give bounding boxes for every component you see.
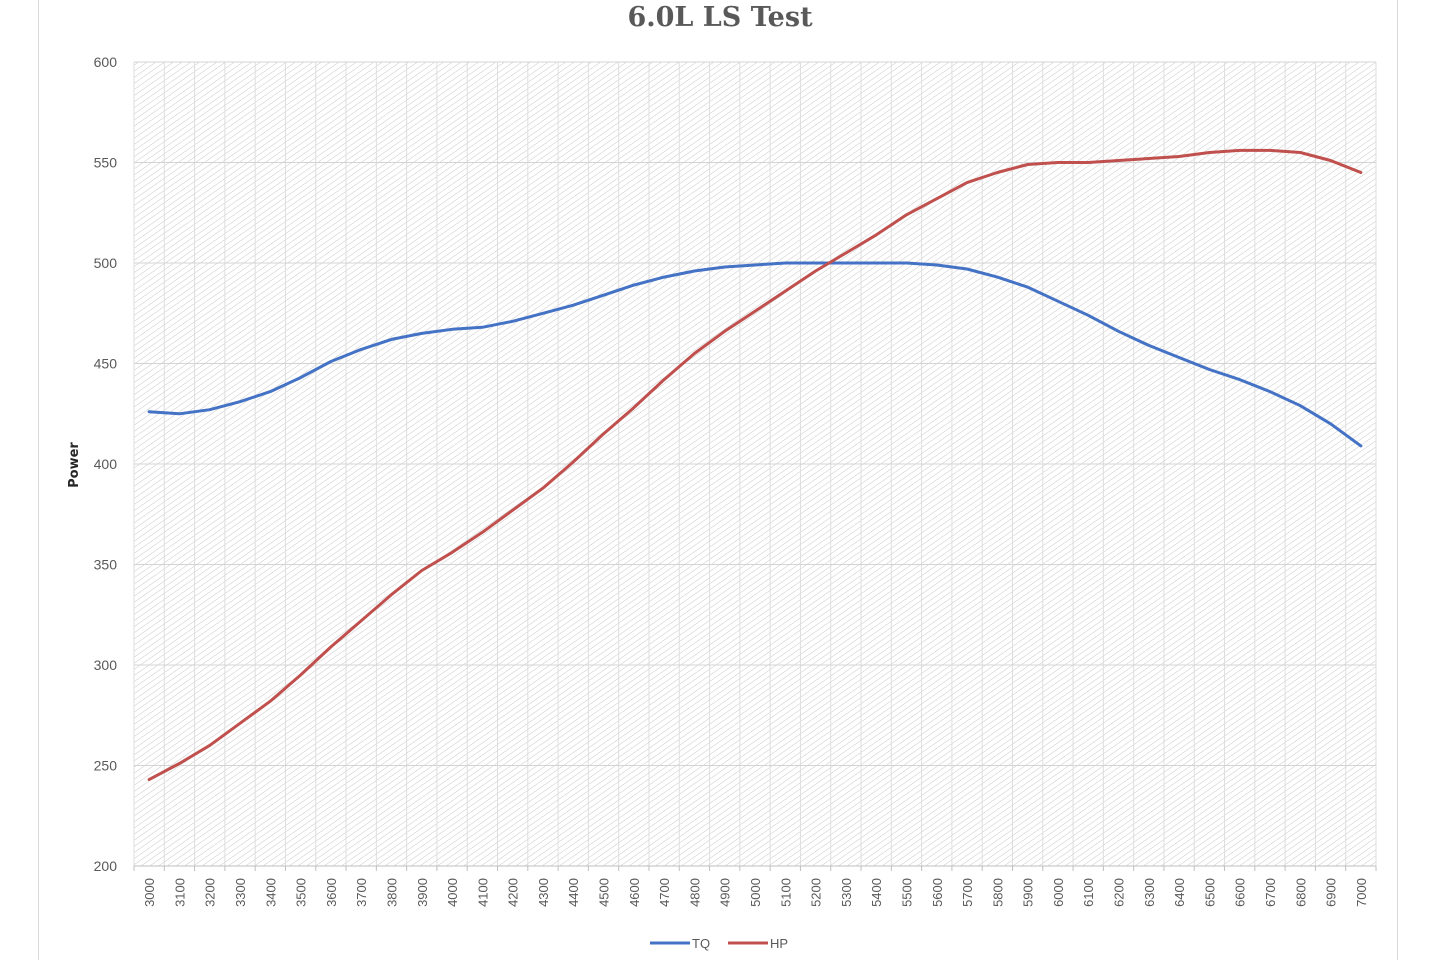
x-tick-label: 3700 (354, 878, 369, 907)
x-tick-label: 4200 (506, 878, 521, 907)
x-tick-label: 5800 (990, 878, 1005, 907)
x-tick-label: 5400 (869, 878, 884, 907)
x-tick-label: 5600 (930, 878, 945, 907)
x-tick-label: 6900 (1324, 878, 1339, 907)
x-tick-label: 5500 (899, 878, 914, 907)
x-axis: 3000 3100 3200 3300 3400 3500 3600 3700 3800 3900… (133, 865, 1377, 907)
x-tick-label: 3300 (233, 878, 248, 907)
gridlines (133, 61, 1377, 867)
series-line-hp (147, 148, 1363, 782)
x-tick-label: 3000 (142, 878, 157, 907)
legend-label-hp: HP (770, 936, 788, 951)
x-tick-label: 5100 (778, 878, 793, 907)
series-line-tq (147, 261, 1363, 448)
x-tick-label: 4600 (627, 878, 642, 907)
x-tick-label: 4400 (566, 878, 581, 907)
x-tick-label: 6200 (1112, 878, 1127, 907)
y-tick-label: 600 (94, 54, 118, 70)
x-tick-label: 3800 (384, 878, 399, 907)
y-tick-label: 550 (94, 155, 118, 171)
x-tick-label: 6700 (1263, 878, 1278, 907)
x-tick-label: 6000 (1051, 878, 1066, 907)
x-tick-label: 3600 (324, 878, 339, 907)
y-tick-label: 400 (94, 456, 118, 472)
x-tick-label: 3100 (172, 878, 187, 907)
y-axis: 200 250 300 350 400 450 500 550 600 (94, 54, 118, 874)
x-tick-label: 6500 (1202, 878, 1217, 907)
series-lines (147, 148, 1363, 782)
y-tick-label: 200 (94, 858, 118, 874)
x-tick-label: 5700 (960, 878, 975, 907)
x-tick-label: 3400 (263, 878, 278, 907)
x-tick-label: 4800 (687, 878, 702, 907)
x-tick-label: 5200 (809, 878, 824, 907)
x-tick-label: 5000 (748, 878, 763, 907)
x-tick-label: 6400 (1172, 878, 1187, 907)
y-tick-label: 350 (94, 557, 118, 573)
x-tick-label: 3900 (415, 878, 430, 907)
x-tick-label: 3500 (294, 878, 309, 907)
y-axis-label: Power (67, 442, 82, 488)
x-tick-label: 5900 (1021, 878, 1036, 907)
x-tick-label: 6600 (1233, 878, 1248, 907)
y-tick-label: 250 (94, 758, 118, 774)
y-tick-label: 500 (94, 255, 118, 271)
x-tick-label: 3200 (203, 878, 218, 907)
legend-label-tq: TQ (692, 936, 710, 951)
x-tick-label: 4300 (536, 878, 551, 907)
x-tick-label: 5300 (839, 878, 854, 907)
x-tick-label: 7000 (1354, 878, 1369, 907)
x-tick-label: 4500 (597, 878, 612, 907)
legend: TQ HP (650, 936, 788, 951)
y-tick-label: 300 (94, 657, 118, 673)
x-tick-label: 6800 (1293, 878, 1308, 907)
x-tick-label: 4900 (718, 878, 733, 907)
x-tick-label: 6100 (1081, 878, 1096, 907)
x-tick-label: 4000 (445, 878, 460, 907)
chart-title: 6.0L LS Test (627, 2, 813, 33)
x-tick-label: 4100 (475, 878, 490, 907)
x-tick-label: 6300 (1142, 878, 1157, 907)
y-tick-label: 450 (94, 356, 118, 372)
x-tick-label: 4700 (657, 878, 672, 907)
